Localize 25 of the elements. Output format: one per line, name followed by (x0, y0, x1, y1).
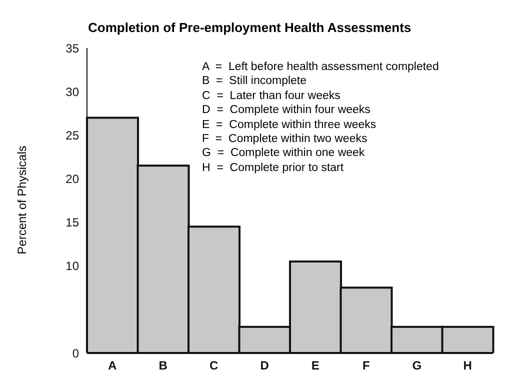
annotation: F = Complete within two weeks (202, 132, 368, 146)
y-tick-label: 30 (66, 84, 80, 99)
x-tick-label: B (158, 358, 168, 373)
x-tick-label: A (108, 358, 118, 373)
y-tick-label: 35 (66, 41, 80, 56)
y-tick-label: 10 (66, 259, 80, 274)
annotation: E = Complete within three weeks (202, 118, 378, 132)
y-tick-label: 25 (66, 128, 80, 142)
y-tick-label: 20 (66, 172, 80, 186)
annotation: G = Complete within one week (202, 146, 366, 161)
x-tick-label: E (311, 358, 320, 373)
annotation: A = Left before health assessment completed (202, 60, 439, 74)
x-tick-label: G (412, 358, 422, 373)
annotation: B = Still incomplete (202, 74, 308, 89)
x-tick-label: C (210, 358, 219, 373)
x-tick-label: F (362, 358, 370, 373)
annotation: D = Complete within four weeks (202, 103, 372, 118)
chart-title: Completion of Pre-employment Health Assessments (88, 20, 412, 35)
annotation: C = Later than four weeks (202, 88, 342, 104)
y-tick-label: 15 (66, 216, 80, 230)
annotation: H = Complete prior to start (202, 160, 345, 176)
x-tick-label: D (260, 358, 270, 373)
y-tick-label: 0 (72, 346, 80, 360)
y-axis-title: Percent of Physicals (15, 146, 29, 254)
x-tick-label: H (463, 358, 472, 373)
